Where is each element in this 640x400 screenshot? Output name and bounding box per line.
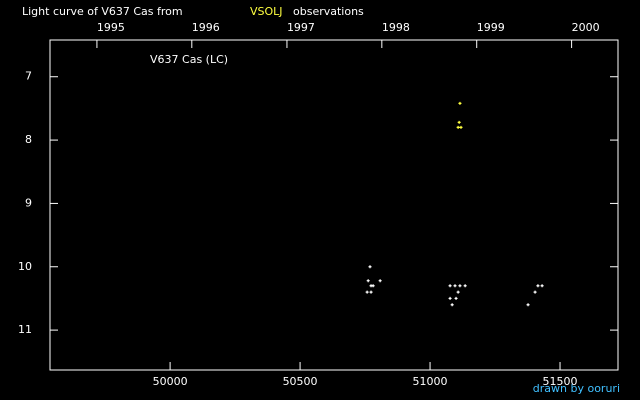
- point: [457, 120, 461, 124]
- chart-title: Light curve of V637 Cas from: [22, 5, 183, 18]
- point: [454, 296, 458, 300]
- x2-tick-label: 1997: [287, 21, 315, 34]
- point: [366, 279, 370, 283]
- x-tick-label: 51500: [543, 375, 578, 388]
- point: [463, 284, 467, 288]
- y-tick-label: 10: [18, 260, 32, 273]
- point: [456, 125, 460, 129]
- chart-title-source: VSOLJ: [250, 5, 283, 18]
- chart-title-end: observations: [293, 5, 364, 18]
- point: [458, 101, 462, 105]
- x-tick-label: 51000: [413, 375, 448, 388]
- credit: drawn by ooruri: [533, 382, 620, 395]
- point: [536, 284, 540, 288]
- point: [458, 284, 462, 288]
- x-tick-label: 50500: [283, 375, 318, 388]
- point: [369, 290, 373, 294]
- point: [456, 290, 460, 294]
- annotation: V637 Cas (LC): [150, 53, 228, 66]
- point: [368, 265, 372, 269]
- point: [378, 279, 382, 283]
- point: [540, 284, 544, 288]
- plot-frame: [49, 39, 619, 371]
- x2-tick-label: 1998: [382, 21, 410, 34]
- point: [450, 303, 454, 307]
- x-tick-label: 50000: [153, 375, 188, 388]
- y-tick-label: 8: [25, 133, 32, 146]
- point: [533, 290, 537, 294]
- point: [453, 284, 457, 288]
- y-tick-label: 11: [18, 323, 32, 336]
- point: [365, 290, 369, 294]
- x2-tick-label: 1995: [97, 21, 125, 34]
- x2-tick-label: 1999: [477, 21, 505, 34]
- y-tick-label: 9: [25, 196, 32, 209]
- point: [459, 125, 463, 129]
- point: [526, 303, 530, 307]
- point: [371, 284, 375, 288]
- x2-tick-label: 2000: [572, 21, 600, 34]
- point: [448, 296, 452, 300]
- point: [448, 284, 452, 288]
- y-tick-label: 7: [25, 70, 32, 83]
- x2-tick-label: 1996: [192, 21, 220, 34]
